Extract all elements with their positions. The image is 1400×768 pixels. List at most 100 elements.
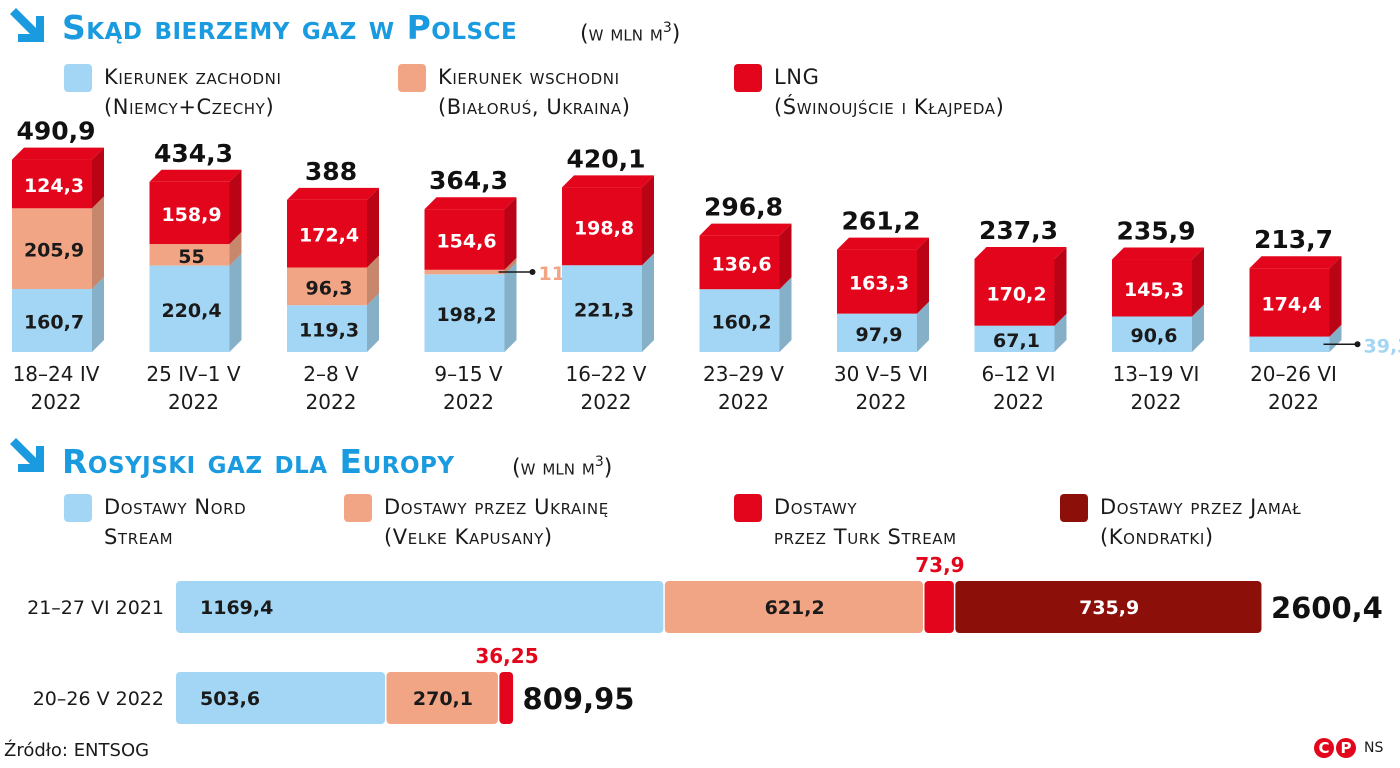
bar-segment-side <box>917 301 929 352</box>
legend-west: Kierunek zachodni (Niemcy+Czechy) <box>64 62 282 122</box>
bar-segment <box>424 209 505 270</box>
segment-value-label: 205,9 <box>24 240 84 262</box>
category-year-label: 2022 <box>168 390 219 414</box>
bar-top <box>562 175 654 188</box>
bar-top <box>1112 247 1204 260</box>
bar-segment-side <box>229 169 242 245</box>
legend-label: Dostawy przez Ukrainę (Velke Kapusany) <box>384 495 609 549</box>
bar-segment <box>149 181 230 245</box>
bar-segment-side <box>1054 313 1067 352</box>
copyright-icon: C <box>1314 738 1334 758</box>
bar-segment-side <box>229 253 242 352</box>
bar-segment-side <box>917 237 929 314</box>
bar-segment <box>12 159 92 209</box>
bar-segment-side <box>642 253 654 352</box>
bar-segment <box>287 305 367 352</box>
legend-swatch-turk-stream <box>734 494 762 522</box>
section1-title: Skąd bierzemy gaz w Polsce <box>62 8 518 47</box>
bar-segment-side <box>92 277 104 352</box>
bar-top <box>837 237 929 250</box>
segment-value-label: 174,4 <box>1261 293 1321 315</box>
legend-swatch-lng <box>734 64 762 92</box>
segment-value-label: 163,3 <box>849 273 909 295</box>
segment-value-label: 160,2 <box>711 312 771 334</box>
bar-segment-side <box>367 293 379 352</box>
category-year-label: 2022 <box>856 390 907 414</box>
bar-segment <box>1112 316 1192 352</box>
bar-segment-side <box>92 147 104 209</box>
segment-value-label: 503,6 <box>200 688 260 710</box>
bar-top <box>12 147 104 160</box>
section1-unit: (w mln m3) <box>580 20 681 47</box>
bar-segment-side <box>504 262 517 352</box>
legend-swatch-west <box>64 64 92 92</box>
bar-segment <box>176 581 664 633</box>
category-label: 6–12 VI <box>981 362 1055 386</box>
segment-value-label: 172,4 <box>299 225 359 247</box>
bar-segment <box>562 265 642 352</box>
category-label: 2–8 V <box>303 362 359 386</box>
category-year-label: 2022 <box>1131 390 1182 414</box>
legend-ukraine: Dostawy przez Ukrainę (Velke Kapusany) <box>344 492 609 552</box>
segment-value-label: 90,6 <box>1131 325 1178 347</box>
segment-value-label: 1169,4 <box>200 597 273 619</box>
segment-value-label: 36,25 <box>475 644 538 668</box>
source-note: Źródło: ENTSOG <box>4 740 150 761</box>
bar-total-label: 434,3 <box>154 139 233 168</box>
category-label: 30 V–5 VI <box>834 362 928 386</box>
legend-label: Kierunek wschodni (Białoruś, Ukraina) <box>438 65 631 119</box>
bar-top <box>424 197 517 210</box>
bar-segment <box>149 265 230 352</box>
bar-segment <box>386 672 498 724</box>
bar-segment <box>974 258 1055 326</box>
segment-value-label: 67,1 <box>993 330 1040 352</box>
segment-value-label: 158,9 <box>161 204 221 226</box>
segment-value-label: 136,6 <box>711 253 771 275</box>
bar-total-label: 235,9 <box>1116 217 1195 246</box>
bar-segment <box>424 269 505 275</box>
segment-value-label: 39,3 <box>1364 335 1400 357</box>
bar-segment <box>12 289 92 352</box>
bar-segment <box>562 187 642 266</box>
bar-segment <box>1112 259 1192 317</box>
legend-label: Kierunek zachodni (Niemcy+Czechy) <box>104 65 282 119</box>
section2-unit: (w mln m3) <box>512 454 613 481</box>
legend-label: LNG (Świnoujście i Kłajpeda) <box>774 65 1005 119</box>
bar-segment <box>664 581 923 633</box>
legend-label: Dostawy Nord Stream <box>104 495 247 549</box>
segment-value-label: 270,1 <box>413 688 473 710</box>
bar-segment <box>176 672 386 724</box>
section2-title: Rosyjski gaz dla Europy <box>62 442 455 481</box>
category-year-label: 2022 <box>1268 390 1319 414</box>
category-year-label: 2022 <box>993 390 1044 414</box>
category-year-label: 2022 <box>306 390 357 414</box>
legend-east: Kierunek wschodni (Białoruś, Ukraina) <box>398 62 631 122</box>
bar-segment-side <box>504 197 517 270</box>
publisher-icon: P <box>1336 738 1356 758</box>
segment-value-label: 73,9 <box>915 553 964 577</box>
bar-segment <box>1249 268 1330 337</box>
bar-total-label: 490,9 <box>16 117 95 146</box>
bar-segment <box>424 274 505 352</box>
legend-jamal: Dostawy przez Jamał (Kondratki) <box>1060 492 1301 552</box>
bar-segment <box>1249 336 1330 352</box>
category-label: 18–24 IV <box>13 362 100 386</box>
legend-swatch-jamal <box>1060 494 1088 522</box>
row-total-label: 809,95 <box>523 682 635 716</box>
category-year-label: 2022 <box>31 390 82 414</box>
bar-top <box>1249 256 1342 269</box>
bar-segment-side <box>642 175 654 266</box>
bar-top <box>149 169 242 182</box>
segment-value-label: 170,2 <box>986 283 1046 305</box>
bar-segment-side <box>1054 246 1067 326</box>
callout-dot <box>1354 341 1361 348</box>
bar-segment <box>149 244 230 266</box>
legend-label: Dostawy przez Jamał (Kondratki) <box>1100 495 1302 549</box>
legend-nord-stream: Dostawy Nord Stream <box>64 492 246 552</box>
credit-initials: NS <box>1364 740 1384 756</box>
bar-segment <box>974 325 1055 352</box>
segment-value-label: 124,3 <box>24 175 84 197</box>
category-label: 25 IV–1 V <box>146 362 240 386</box>
segment-value-label: 96,3 <box>306 277 353 299</box>
bar-segment-side <box>504 257 517 275</box>
